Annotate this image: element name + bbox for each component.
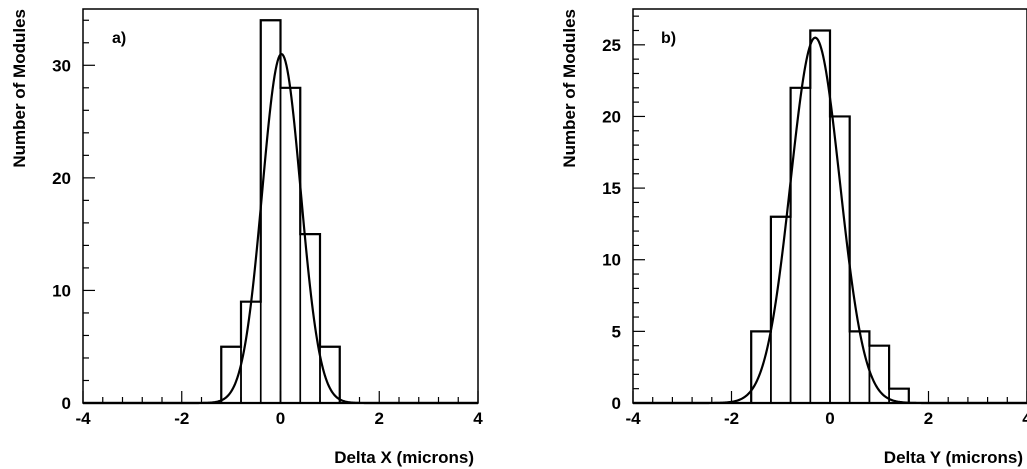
x-tick-label: 4	[473, 409, 483, 428]
y-tick-label: 5	[612, 322, 621, 341]
histogram-bin-2	[259, 19, 282, 404]
chart-panel-b: -4 -2 0 2 4 0 5 10 15 20 25 b) Delta Y (microns) Numb…	[560, 8, 1027, 467]
y-axis-title: Number of Modules	[10, 9, 29, 168]
gaussian-fit-curve	[83, 52, 478, 405]
histogram-bin-5	[848, 330, 871, 404]
histogram-bin-6	[868, 344, 890, 404]
y-tick-label: 20	[602, 107, 621, 126]
x-axis-title: Delta Y (microns)	[884, 448, 1023, 467]
histogram-bin-5	[319, 345, 341, 404]
y-tick-label: 25	[602, 36, 621, 55]
y-tick-label: 30	[52, 56, 71, 75]
histogram-bin-3	[809, 29, 831, 404]
x-axis-title: Delta X (microns)	[334, 448, 474, 467]
x-tick-label: 2	[375, 409, 384, 428]
histogram-bin-3	[279, 87, 302, 404]
x-tick-label: -2	[174, 409, 189, 428]
y-axis-title: Number of Modules	[560, 9, 579, 168]
x-tick-label: -2	[724, 409, 739, 428]
y-tick-label: 0	[62, 394, 71, 413]
y-tick-label: 20	[52, 169, 71, 188]
y-tick-label: 10	[52, 281, 71, 300]
x-tick-label: -4	[75, 409, 91, 428]
y-tick-label: 15	[602, 179, 621, 198]
panel-label: a)	[112, 30, 126, 47]
x-tick-label: -4	[625, 409, 641, 428]
histogram-bin-4	[299, 233, 321, 404]
x-tick-label: 4	[1022, 409, 1027, 428]
histogram-bin-4	[829, 115, 851, 404]
histogram-bin-2	[789, 87, 812, 404]
chart-panel-a: -4 -2 0 2 4 0 10 20 30 a) Delta X (microns) Number …	[10, 8, 483, 467]
x-tick-label: 0	[825, 409, 834, 428]
y-tick-label: 0	[612, 394, 621, 413]
gaussian-fit-curve	[633, 36, 1027, 405]
panel-label: b)	[661, 30, 676, 47]
x-tick-label: 0	[276, 409, 285, 428]
x-tick-label: 2	[924, 409, 933, 428]
y-tick-label: 10	[602, 251, 621, 270]
